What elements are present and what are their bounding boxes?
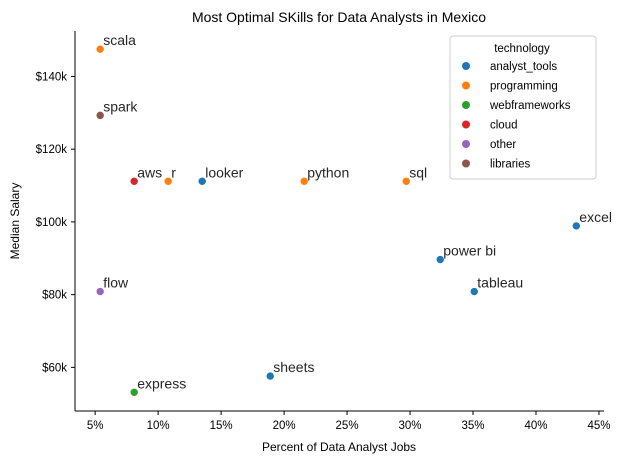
x-tick-label: 35% <box>461 420 484 432</box>
legend-title: technology <box>494 43 550 55</box>
y-axis-label: Median Salary <box>8 183 22 260</box>
data-point-express <box>129 387 139 397</box>
legend-label-other: other <box>490 139 516 151</box>
legend-label-analyst_tools: analyst_tools <box>490 61 557 73</box>
y-tick-label: $120k <box>36 144 68 156</box>
y-tick-label: $140k <box>36 71 68 83</box>
legend-label-programming: programming <box>490 81 558 93</box>
y-tick-label: $100k <box>36 217 68 229</box>
plot-area: scala spark aws r looker python sql excel power … <box>95 32 612 397</box>
legend-label-libraries: libraries <box>490 159 531 171</box>
point-label-spark: spark <box>103 98 138 114</box>
point-label-power-bi: power bi <box>443 243 496 259</box>
legend-marker-analyst_tools <box>462 62 470 70</box>
x-axis-label: Percent of Data Analyst Jobs <box>262 440 416 454</box>
point-label-flow: flow <box>103 275 129 291</box>
legend-entries: analyst_tools programming webframeworks clo… <box>462 61 571 171</box>
point-label-sheets: sheets <box>273 359 314 375</box>
point-label-sql: sql <box>409 164 427 180</box>
x-tick-label: 5% <box>87 420 104 432</box>
data-point-python <box>299 176 309 186</box>
chart-title: Most Optimal SKills for Data Analysts in… <box>192 9 486 25</box>
data-point-excel <box>571 221 581 231</box>
data-point-aws <box>129 176 139 186</box>
point-label-tableau: tableau <box>477 275 523 291</box>
legend-label-cloud: cloud <box>490 120 518 132</box>
point-label-aws: aws <box>137 164 162 180</box>
x-tick-label: 45% <box>587 420 610 432</box>
legend-marker-cloud <box>462 120 470 129</box>
data-point-scala <box>95 44 105 54</box>
data-point-spark <box>95 111 105 120</box>
x-tick-label: 15% <box>210 420 233 432</box>
point-label-excel: excel <box>579 209 612 225</box>
legend: technology analyst_tools programming webfr… <box>449 35 597 180</box>
y-tick-label: $60k <box>42 362 67 374</box>
data-point-flow <box>95 287 105 296</box>
legend-marker-programming <box>462 81 470 90</box>
legend-marker-webframeworks <box>462 101 470 109</box>
legend-label-webframeworks: webframeworks <box>489 100 571 112</box>
y-tick-label: $80k <box>42 290 67 302</box>
data-point-r <box>163 176 173 186</box>
x-tick-label: 30% <box>399 420 422 432</box>
point-label-looker: looker <box>205 164 243 180</box>
data-point-looker <box>197 176 207 186</box>
legend-marker-libraries <box>462 159 470 168</box>
point-label-express: express <box>137 375 186 391</box>
data-point-sheets <box>265 371 275 381</box>
x-tick-label: 10% <box>147 420 170 432</box>
point-label-r: r <box>171 164 176 180</box>
x-tick-label: 40% <box>524 420 547 432</box>
data-point-power-bi <box>435 255 445 264</box>
data-point-sql <box>401 176 411 186</box>
x-tick-label: 25% <box>336 420 359 432</box>
data-point-tableau <box>469 287 479 296</box>
legend-marker-other <box>462 140 470 148</box>
x-tick-label: 20% <box>273 420 296 432</box>
point-label-scala: scala <box>103 32 136 48</box>
point-label-python: python <box>307 164 349 180</box>
y-axis-ticks: $60k $80k $100k $120k $140k <box>36 71 75 374</box>
x-axis-ticks: 5% 10% 15% 20% 25% 30% 35% 40% 45% <box>87 411 610 432</box>
legend-frame <box>449 35 597 180</box>
